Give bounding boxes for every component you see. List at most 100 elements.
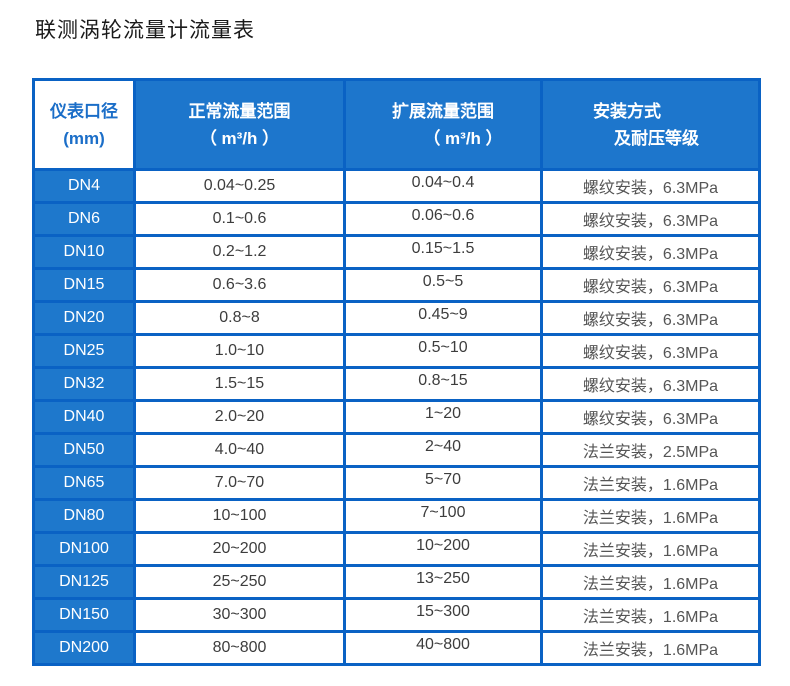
- cell-normal-range: 2.0~20: [133, 399, 346, 435]
- cell-installation: 螺纹安装，6.3MPa: [540, 399, 761, 435]
- cell-extended-range-value: 1~20: [424, 405, 462, 422]
- cell-diameter: DN15: [32, 267, 136, 303]
- cell-extended-range-value: 10~200: [416, 537, 470, 554]
- cell-extended-range: 15~300: [343, 597, 543, 633]
- cell-installation: 法兰安装，1.6MPa: [540, 465, 761, 501]
- table-row: DN150 30~300 15~300 法兰安装，1.6MPa: [32, 597, 761, 633]
- cell-diameter: DN10: [32, 234, 136, 270]
- cell-normal-range: 20~200: [133, 531, 346, 567]
- table-row: DN80 10~100 7~100 法兰安装，1.6MPa: [32, 498, 761, 534]
- cell-diameter: DN4: [32, 168, 136, 204]
- cell-extended-range-value: 0.5~10: [418, 339, 468, 356]
- cell-extended-range-value: 7~100: [420, 504, 466, 521]
- cell-extended-range: 0.04~0.4: [343, 168, 543, 204]
- cell-installation: 法兰安装，1.6MPa: [540, 564, 761, 600]
- table-row: DN50 4.0~40 2~40 法兰安装，2.5MPa: [32, 432, 761, 468]
- cell-extended-range-value: 0.45~9: [418, 306, 468, 323]
- cell-extended-range-value: 5~70: [424, 471, 462, 488]
- cell-extended-range: 0.5~10: [343, 333, 543, 369]
- flow-rate-table: 仪表口径 (mm) 正常流量范围 （ m³/h ） 扩展流量范围 （ m³/h …: [32, 78, 761, 666]
- cell-diameter: DN6: [32, 201, 136, 237]
- table-row: DN100 20~200 10~200 法兰安装，1.6MPa: [32, 531, 761, 567]
- cell-diameter: DN25: [32, 333, 136, 369]
- header-meter-diameter-line1: 仪表口径: [50, 101, 118, 121]
- cell-extended-range-value: 0.5~5: [422, 273, 464, 290]
- cell-diameter: DN150: [32, 597, 136, 633]
- cell-installation: 法兰安装，1.6MPa: [540, 531, 761, 567]
- cell-extended-range: 0.5~5: [343, 267, 543, 303]
- table-row: DN65 7.0~70 5~70 法兰安装，1.6MPa: [32, 465, 761, 501]
- cell-extended-range: 1~20: [343, 399, 543, 435]
- table-row: DN32 1.5~15 0.8~15 螺纹安装，6.3MPa: [32, 366, 761, 402]
- cell-extended-range: 5~70: [343, 465, 543, 501]
- cell-normal-range: 0.6~3.6: [133, 267, 346, 303]
- table-row: DN15 0.6~3.6 0.5~5 螺纹安装，6.3MPa: [32, 267, 761, 303]
- cell-normal-range: 1.0~10: [133, 333, 346, 369]
- cell-extended-range: 40~800: [343, 630, 543, 666]
- header-installation-line1: 安装方式: [593, 101, 661, 121]
- cell-normal-range: 4.0~40: [133, 432, 346, 468]
- cell-normal-range: 25~250: [133, 564, 346, 600]
- cell-diameter: DN200: [32, 630, 136, 666]
- cell-diameter: DN32: [32, 366, 136, 402]
- cell-extended-range: 2~40: [343, 432, 543, 468]
- header-meter-diameter-unit: (mm): [63, 128, 105, 148]
- cell-installation: 螺纹安装，6.3MPa: [540, 366, 761, 402]
- table-row: DN10 0.2~1.2 0.15~1.5 螺纹安装，6.3MPa: [32, 234, 761, 270]
- cell-normal-range: 0.1~0.6: [133, 201, 346, 237]
- cell-normal-range: 0.04~0.25: [133, 168, 346, 204]
- header-extended-flow-range: 扩展流量范围 （ m³/h ）: [343, 78, 543, 171]
- cell-extended-range-value: 0.06~0.6: [411, 207, 475, 224]
- cell-installation: 法兰安装，2.5MPa: [540, 432, 761, 468]
- table-row: DN125 25~250 13~250 法兰安装，1.6MPa: [32, 564, 761, 600]
- page-title: 联测涡轮流量计流量表: [35, 19, 255, 42]
- cell-installation: 法兰安装，1.6MPa: [540, 630, 761, 666]
- cell-extended-range: 7~100: [343, 498, 543, 534]
- cell-diameter: DN65: [32, 465, 136, 501]
- header-installation-line2: 及耐压等级: [614, 128, 699, 148]
- cell-extended-range-value: 0.04~0.4: [411, 174, 475, 191]
- cell-installation: 螺纹安装，6.3MPa: [540, 234, 761, 270]
- cell-extended-range-value: 15~300: [416, 603, 470, 620]
- table-row: DN6 0.1~0.6 0.06~0.6 螺纹安装，6.3MPa: [32, 201, 761, 237]
- cell-normal-range: 80~800: [133, 630, 346, 666]
- cell-extended-range-value: 13~250: [416, 570, 470, 587]
- cell-installation: 螺纹安装，6.3MPa: [540, 267, 761, 303]
- cell-normal-range: 0.2~1.2: [133, 234, 346, 270]
- cell-extended-range-value: 2~40: [424, 438, 462, 455]
- cell-diameter: DN125: [32, 564, 136, 600]
- cell-extended-range: 0.8~15: [343, 366, 543, 402]
- cell-normal-range: 7.0~70: [133, 465, 346, 501]
- table-row: DN200 80~800 40~800 法兰安装，1.6MPa: [32, 630, 761, 666]
- cell-installation: 螺纹安装，6.3MPa: [540, 333, 761, 369]
- cell-extended-range-value: 0.15~1.5: [411, 240, 475, 257]
- header-installation-pressure: 安装方式 及耐压等级: [540, 78, 761, 171]
- header-normal-flow-range: 正常流量范围 （ m³/h ）: [133, 78, 346, 171]
- cell-installation: 螺纹安装，6.3MPa: [540, 168, 761, 204]
- cell-extended-range: 13~250: [343, 564, 543, 600]
- cell-normal-range: 10~100: [133, 498, 346, 534]
- cell-normal-range: 0.8~8: [133, 300, 346, 336]
- cell-diameter: DN40: [32, 399, 136, 435]
- header-normal-flow-range-unit: （ m³/h ）: [199, 128, 280, 148]
- header-meter-diameter: 仪表口径 (mm): [32, 78, 136, 171]
- header-extended-flow-range-line1: 扩展流量范围: [392, 101, 494, 121]
- cell-diameter: DN100: [32, 531, 136, 567]
- table-row: DN25 1.0~10 0.5~10 螺纹安装，6.3MPa: [32, 333, 761, 369]
- table-row: DN4 0.04~0.25 0.04~0.4 螺纹安装，6.3MPa: [32, 168, 761, 204]
- cell-installation: 法兰安装，1.6MPa: [540, 597, 761, 633]
- cell-diameter: DN50: [32, 432, 136, 468]
- cell-extended-range: 0.15~1.5: [343, 234, 543, 270]
- cell-installation: 法兰安装，1.6MPa: [540, 498, 761, 534]
- cell-extended-range: 0.45~9: [343, 300, 543, 336]
- cell-diameter: DN20: [32, 300, 136, 336]
- cell-installation: 螺纹安装，6.3MPa: [540, 201, 761, 237]
- cell-normal-range: 30~300: [133, 597, 346, 633]
- cell-normal-range: 1.5~15: [133, 366, 346, 402]
- cell-installation: 螺纹安装，6.3MPa: [540, 300, 761, 336]
- header-row: 仪表口径 (mm) 正常流量范围 （ m³/h ） 扩展流量范围 （ m³/h …: [32, 78, 761, 171]
- cell-extended-range: 10~200: [343, 531, 543, 567]
- cell-extended-range-value: 40~800: [416, 636, 470, 653]
- cell-diameter: DN80: [32, 498, 136, 534]
- header-normal-flow-range-line1: 正常流量范围: [188, 101, 291, 121]
